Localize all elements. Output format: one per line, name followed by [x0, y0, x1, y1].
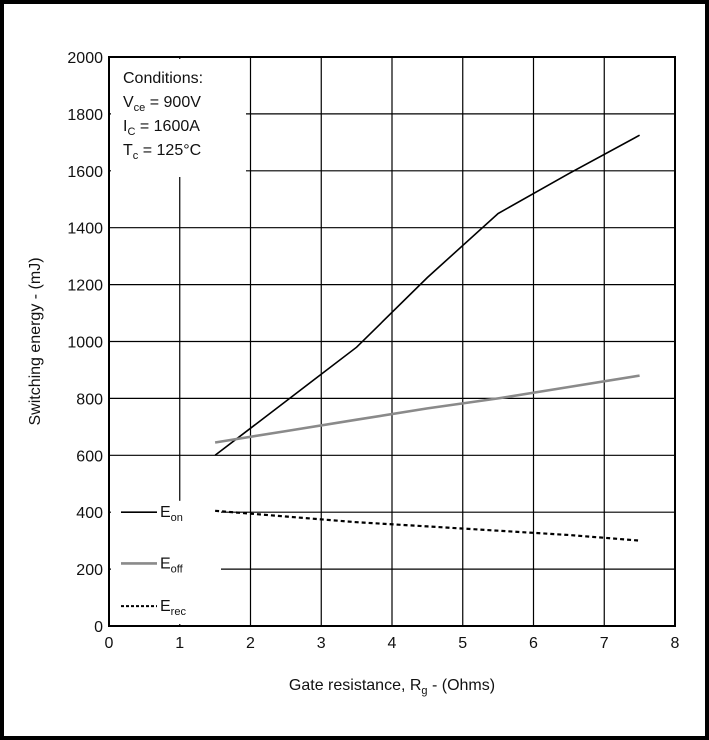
conditions-text: Conditions: Vce = 900V IC = 1600A Tc = 125°… [123, 70, 203, 162]
plot-area-border [108, 56, 676, 627]
legend-label-Eon: Eon [160, 504, 183, 524]
conditions-line-3: Tc = 125°C [123, 142, 201, 162]
y-tick-label: 600 [76, 448, 103, 465]
series-line-Eon [214, 134, 640, 456]
x-tick-label: 0 [105, 635, 114, 652]
conditions-box [111, 59, 246, 177]
x-tick-label: 4 [388, 635, 397, 652]
series-line-Eoff [214, 374, 640, 444]
y-tick-label: 2000 [67, 50, 103, 67]
y-tick-label: 1400 [67, 221, 103, 238]
y-tick-label: 200 [76, 562, 103, 579]
y-tick-label: 0 [94, 619, 103, 636]
x-tick-label: 6 [529, 635, 538, 652]
legend: Eon Eoff Erec [121, 504, 186, 618]
legend-label-Eoff: Eoff [160, 555, 184, 575]
x-tick-label: 2 [246, 635, 255, 652]
y-tick-label: 400 [76, 505, 103, 522]
x-tick-label: 7 [600, 635, 609, 652]
series-line-Erec [215, 509, 640, 542]
y-tick-label: 1200 [67, 278, 103, 295]
grid-lines [109, 57, 675, 626]
conditions-line-1: Vce = 900V [123, 94, 201, 114]
y-axis-label: Switching energy - (mJ) [27, 257, 44, 425]
y-tick-label: 1600 [67, 164, 103, 181]
x-tick-label: 5 [458, 635, 467, 652]
y-tick-label: 1800 [67, 107, 103, 124]
x-tick-label: 1 [175, 635, 184, 652]
y-tick-label: 1000 [67, 335, 103, 352]
axes [108, 56, 676, 627]
x-axis-label: Gate resistance, Rg - (Ohms) [289, 677, 495, 697]
tick-labels: 0 1 2 3 4 5 6 7 8 0 200 400 600 800 1000 1200 1400 1600 18… [67, 50, 679, 652]
x-tick-label: 3 [317, 635, 326, 652]
x-tick-label: 8 [671, 635, 680, 652]
series-lines [214, 134, 640, 542]
conditions-line-0: Conditions: [123, 70, 203, 87]
y-tick-label: 800 [76, 391, 103, 408]
legend-label-Erec: Erec [160, 598, 186, 618]
conditions-line-2: IC = 1600A [123, 118, 200, 138]
